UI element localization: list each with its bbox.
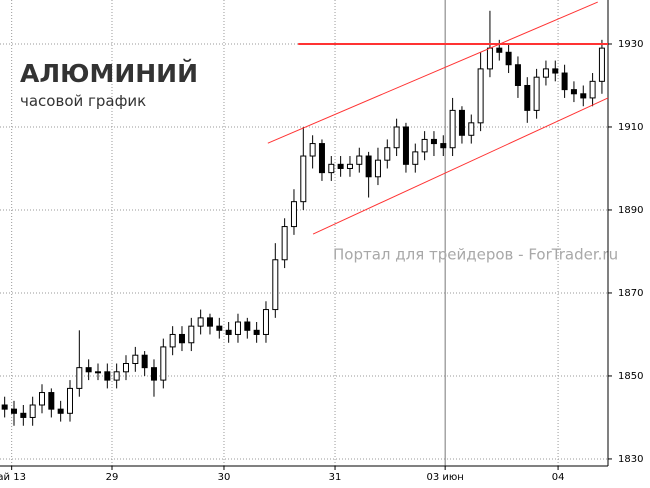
candle-body bbox=[57, 408, 64, 414]
candle-body bbox=[253, 329, 260, 335]
candle-body bbox=[598, 47, 605, 82]
candle-body bbox=[430, 138, 437, 145]
candle-body bbox=[94, 371, 101, 374]
chart-title: АЛЮМИНИЙ bbox=[20, 59, 198, 88]
candle-body bbox=[421, 138, 428, 153]
y-tick-label: 1910 bbox=[618, 122, 643, 133]
candle-body bbox=[328, 163, 335, 174]
candle-body bbox=[468, 122, 475, 136]
candle-body bbox=[365, 155, 372, 178]
candle-body bbox=[272, 259, 279, 311]
candle-body bbox=[477, 68, 484, 124]
candle-body bbox=[496, 47, 503, 53]
candle-body bbox=[178, 333, 185, 344]
candle-body bbox=[197, 317, 204, 327]
candle-body bbox=[29, 404, 36, 418]
candle-body bbox=[589, 80, 596, 99]
candle-body bbox=[20, 412, 27, 418]
chart-subtitle: часовой график bbox=[20, 92, 146, 110]
candle-body bbox=[150, 367, 157, 381]
candle-body bbox=[10, 408, 17, 414]
candle-body bbox=[412, 151, 419, 165]
candle-body bbox=[141, 354, 148, 369]
trend-line bbox=[312, 97, 609, 235]
candle-body bbox=[66, 387, 73, 414]
candle-body bbox=[570, 89, 577, 95]
candle-body bbox=[244, 321, 251, 331]
y-tick-label: 1890 bbox=[618, 205, 643, 216]
candle-body bbox=[122, 363, 129, 373]
candle-body bbox=[160, 346, 167, 381]
candle-body bbox=[234, 321, 241, 335]
candle-body bbox=[216, 325, 223, 331]
candle-body bbox=[346, 163, 353, 169]
x-tick-label: 31 bbox=[329, 472, 342, 483]
candle-body bbox=[561, 72, 568, 91]
candle-body bbox=[542, 68, 549, 78]
candle-body bbox=[514, 64, 521, 86]
candle-body bbox=[38, 392, 45, 406]
candle-body bbox=[374, 159, 381, 178]
candle-body bbox=[449, 109, 456, 149]
candle-body bbox=[104, 371, 111, 381]
candle-body bbox=[318, 143, 325, 174]
candle-body bbox=[281, 226, 288, 261]
candle-body bbox=[356, 155, 363, 165]
x-tick-label: 29 bbox=[106, 472, 119, 483]
x-tick-label: 03 июн bbox=[426, 472, 463, 483]
candle-body bbox=[402, 126, 409, 165]
x-tick-label: 30 bbox=[218, 472, 231, 483]
candle-body bbox=[225, 329, 232, 335]
candle-body bbox=[290, 201, 297, 228]
candle-body bbox=[132, 354, 139, 365]
candle-body bbox=[262, 309, 269, 335]
candle-body bbox=[169, 333, 176, 348]
candle-body bbox=[206, 317, 213, 327]
candle-body bbox=[440, 143, 447, 149]
watermark: Портал для трейдеров - ForTrader.ru bbox=[333, 246, 618, 264]
y-tick-label: 1850 bbox=[618, 371, 643, 382]
candle-body bbox=[533, 76, 540, 111]
candle-body bbox=[76, 367, 83, 389]
candle-body bbox=[309, 143, 316, 157]
candle-body bbox=[1, 404, 8, 410]
candle-body bbox=[384, 147, 391, 161]
x-tick-label: 04 bbox=[552, 472, 565, 483]
candle-body bbox=[393, 126, 400, 149]
y-tick-label: 1930 bbox=[618, 39, 643, 50]
trend-line bbox=[267, 1, 598, 144]
candle-body bbox=[113, 371, 120, 381]
candle-body bbox=[458, 109, 465, 136]
candle-body bbox=[85, 367, 92, 373]
y-tick-label: 1830 bbox=[618, 454, 643, 465]
candle-body bbox=[552, 68, 559, 74]
candle-body bbox=[300, 155, 307, 203]
candle-body bbox=[524, 84, 531, 111]
x-tick-label: ай 13 bbox=[0, 472, 26, 483]
candle-body bbox=[580, 93, 587, 99]
y-tick-label: 1870 bbox=[618, 288, 643, 299]
candle-body bbox=[188, 325, 195, 344]
candle-body bbox=[505, 51, 512, 66]
candle-body bbox=[337, 163, 344, 169]
candle-body bbox=[48, 392, 55, 410]
candle-body bbox=[486, 47, 493, 70]
